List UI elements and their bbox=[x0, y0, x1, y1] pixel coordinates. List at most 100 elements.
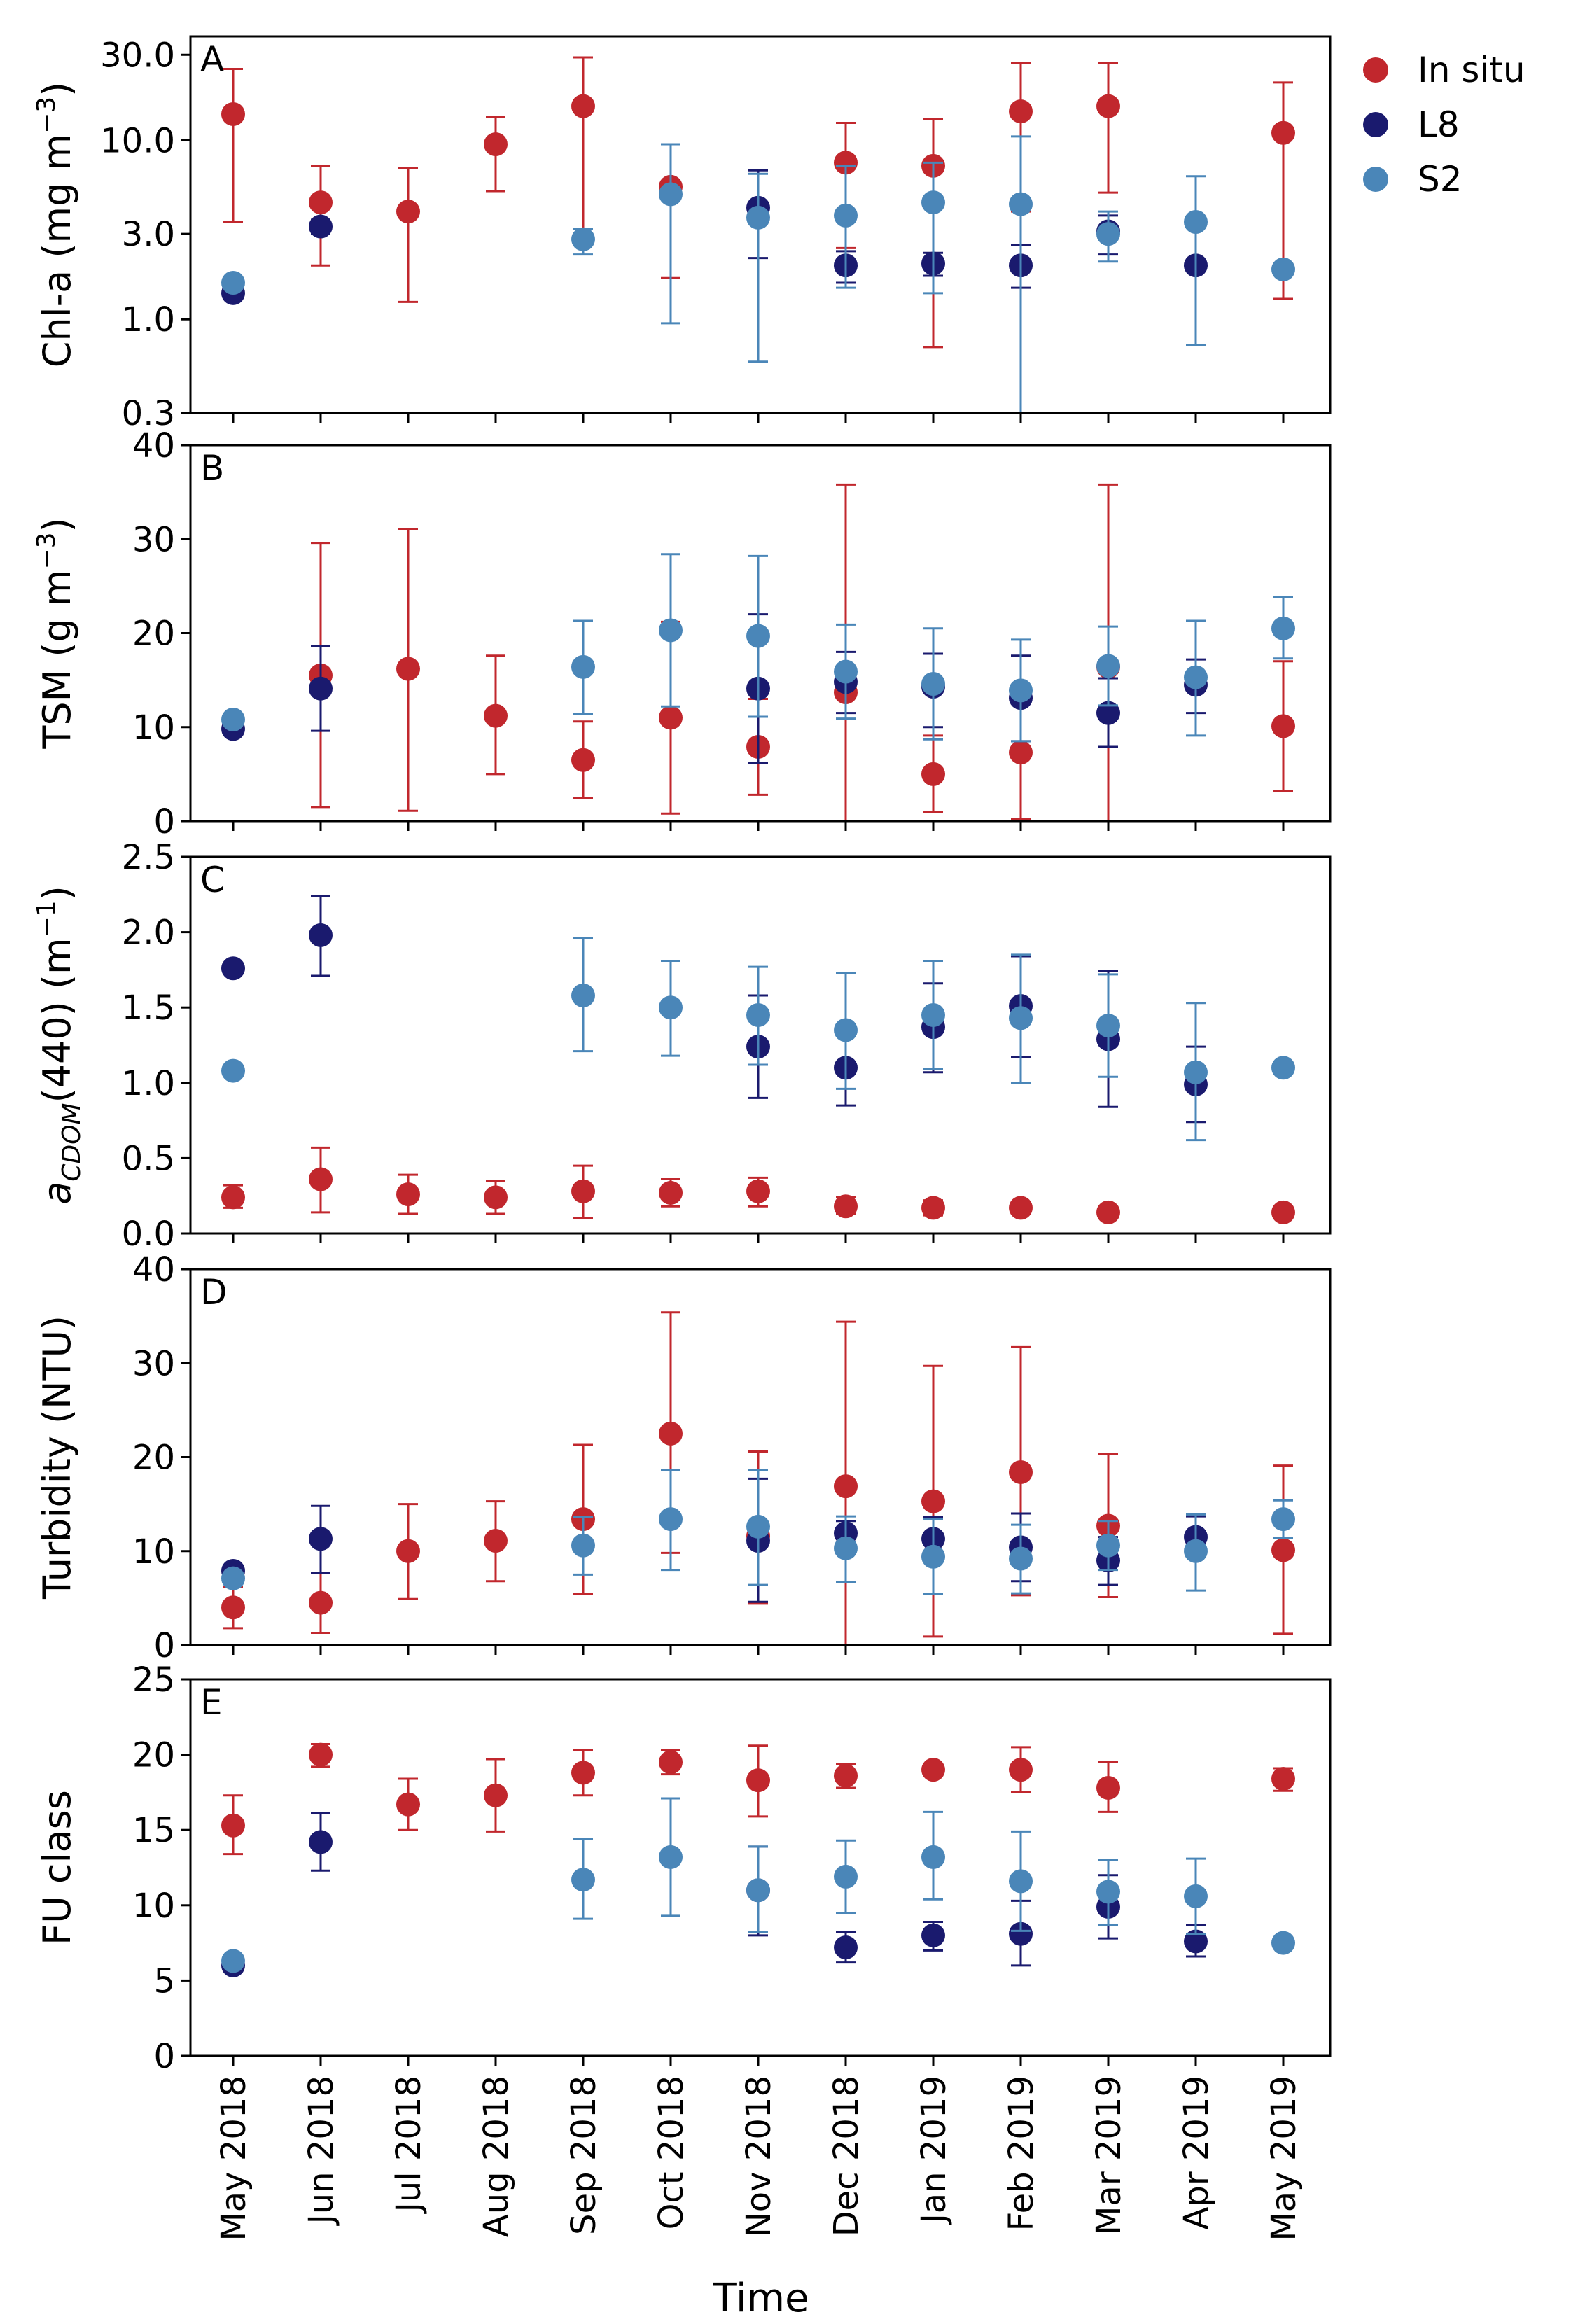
data-point bbox=[1184, 1539, 1208, 1563]
data-point bbox=[221, 1813, 245, 1837]
series-s2 bbox=[221, 937, 1295, 1142]
data-point bbox=[396, 657, 420, 681]
data-point bbox=[1271, 1767, 1295, 1791]
y-tick-label: 1.0 bbox=[122, 1064, 175, 1103]
data-point bbox=[309, 1590, 333, 1615]
series-l8 bbox=[221, 1812, 1208, 1977]
data-point bbox=[746, 205, 770, 230]
data-point bbox=[309, 676, 333, 701]
data-point bbox=[571, 983, 595, 1007]
data-point bbox=[1009, 1460, 1033, 1484]
data-point bbox=[1184, 1060, 1208, 1084]
series-in-situ bbox=[221, 1146, 1295, 1224]
data-point bbox=[834, 1864, 858, 1889]
data-point bbox=[221, 270, 245, 295]
data-point bbox=[484, 132, 508, 157]
data-point bbox=[1096, 1533, 1120, 1558]
data-point bbox=[921, 1489, 945, 1513]
y-axis-label: aCDOM(440) (m−1) bbox=[32, 886, 86, 1205]
legend-marker-l8 bbox=[1363, 112, 1388, 137]
data-point bbox=[1009, 1921, 1033, 1946]
data-point bbox=[921, 1844, 945, 1869]
data-point bbox=[1009, 678, 1033, 703]
y-tick-label: 30 bbox=[132, 1344, 175, 1383]
data-point bbox=[1271, 714, 1295, 738]
y-tick-label: 30.0 bbox=[100, 36, 175, 75]
data-point bbox=[571, 748, 595, 772]
data-point bbox=[221, 956, 245, 981]
data-point bbox=[396, 200, 420, 224]
y-tick-label: 1.5 bbox=[122, 988, 175, 1028]
data-point bbox=[1009, 99, 1033, 124]
data-point bbox=[746, 1514, 770, 1539]
series-l8 bbox=[221, 895, 1208, 1124]
data-point bbox=[921, 1758, 945, 1782]
x-tick-label: Aug 2018 bbox=[477, 2076, 516, 2237]
x-tick-label: Oct 2018 bbox=[652, 2076, 691, 2230]
y-tick-label: 10 bbox=[132, 708, 175, 748]
data-point bbox=[571, 1760, 595, 1785]
series-l8 bbox=[221, 169, 1208, 305]
data-point bbox=[571, 1179, 595, 1203]
data-point bbox=[309, 1830, 333, 1854]
series-s2 bbox=[221, 1469, 1295, 1596]
y-tick-label: 0.0 bbox=[122, 1214, 175, 1254]
data-point bbox=[1096, 701, 1120, 725]
data-point bbox=[834, 1935, 858, 1960]
data-point bbox=[396, 1182, 420, 1207]
data-point bbox=[834, 1763, 858, 1788]
panel-letter: C bbox=[200, 860, 225, 900]
series-s2 bbox=[221, 1797, 1295, 1973]
y-tick-label: 1.0 bbox=[122, 300, 175, 340]
data-point bbox=[659, 1750, 683, 1774]
data-point bbox=[571, 654, 595, 679]
y-axis-label: FU class bbox=[35, 1790, 79, 1945]
panel-e: 0 5 10 15 20 25 E FU class bbox=[35, 1660, 1332, 2076]
data-point bbox=[659, 1421, 683, 1446]
y-tick-label: 10 bbox=[132, 1886, 175, 1926]
data-point bbox=[309, 1527, 333, 1551]
y-tick-label: 2.0 bbox=[122, 913, 175, 953]
data-point bbox=[1009, 1546, 1033, 1571]
series-in-situ bbox=[309, 483, 1295, 821]
x-tick-label: Sep 2018 bbox=[564, 2076, 603, 2235]
panel-a: 0.3 1.0 3.0 10.0 30.0 A Chl-a (mg m−3) bbox=[32, 35, 1332, 433]
x-axis-label: Time bbox=[712, 2276, 809, 2321]
data-point bbox=[834, 659, 858, 684]
panel-b: 0 10 20 30 40 B TSM (g m−3) bbox=[32, 426, 1332, 841]
y-tick-label: 3.0 bbox=[122, 215, 175, 254]
data-point bbox=[1184, 1929, 1208, 1954]
legend-label: In situ bbox=[1418, 50, 1525, 90]
plot-frame bbox=[189, 35, 1332, 414]
plot-frame bbox=[189, 1268, 1332, 1646]
x-tick-label: Mar 2019 bbox=[1089, 2076, 1129, 2235]
x-tick-label: Dec 2018 bbox=[827, 2076, 866, 2236]
y-tick-label: 20 bbox=[132, 1736, 175, 1775]
data-point bbox=[221, 1595, 245, 1620]
y-tick-label: 15 bbox=[132, 1811, 175, 1850]
data-point bbox=[659, 182, 683, 206]
data-point bbox=[659, 706, 683, 730]
series-in-situ bbox=[221, 1742, 1295, 1856]
y-tick-label: 30 bbox=[132, 520, 175, 559]
x-tick-label: May 2018 bbox=[214, 2076, 253, 2241]
data-point bbox=[571, 227, 595, 251]
data-point bbox=[396, 1792, 420, 1816]
data-point bbox=[221, 1566, 245, 1590]
data-point bbox=[484, 1528, 508, 1553]
series-s2 bbox=[221, 553, 1295, 743]
data-point bbox=[1009, 1758, 1033, 1782]
y-axis-label: TSM (g m−3) bbox=[32, 517, 79, 749]
data-point bbox=[1271, 257, 1295, 281]
x-tick-label: Nov 2018 bbox=[739, 2076, 778, 2237]
y-tick-label: 40 bbox=[132, 1250, 175, 1289]
data-point bbox=[1184, 210, 1208, 234]
series-l8 bbox=[221, 613, 1208, 764]
y-tick-label: 0 bbox=[153, 1626, 175, 1665]
data-point bbox=[1184, 1884, 1208, 1908]
data-point bbox=[834, 1474, 858, 1499]
data-point bbox=[659, 618, 683, 643]
x-tick-label: Jun 2018 bbox=[302, 2076, 341, 2226]
data-point bbox=[396, 1539, 420, 1563]
x-tick-label: May 2019 bbox=[1264, 2076, 1304, 2241]
